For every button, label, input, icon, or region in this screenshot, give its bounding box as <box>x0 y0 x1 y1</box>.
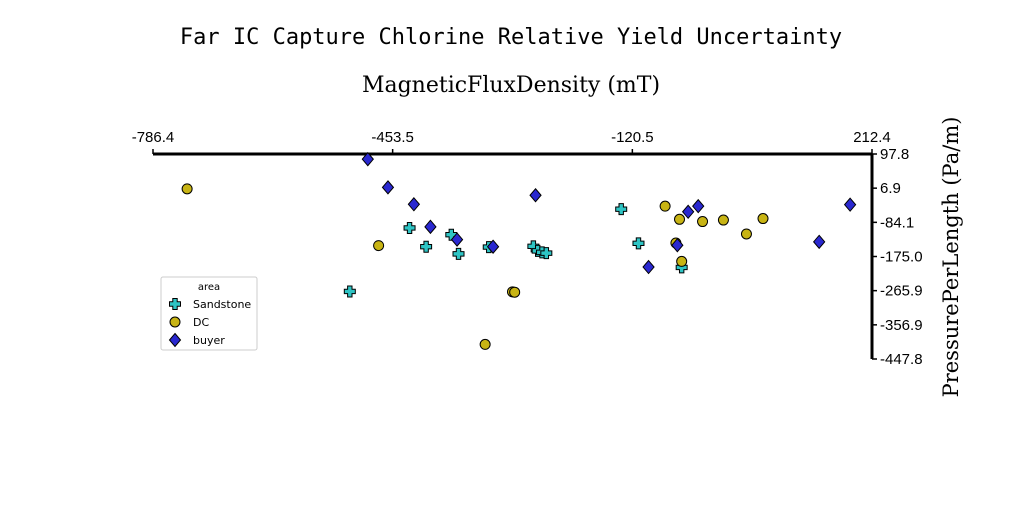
data-point-buyer <box>812 234 826 250</box>
x-tick-label: -120.5 <box>611 129 654 146</box>
data-point-sandstone <box>615 203 628 216</box>
y-axis-ticks: 97.8 6.9 -84.1 -175.0 -265.9 -356.9 -447.8 <box>872 146 923 368</box>
y-tick-label: -265.9 <box>880 283 923 300</box>
data-point-buyer <box>486 239 500 255</box>
x-tick-label: -786.4 <box>132 129 175 146</box>
legend-label-dc: DC <box>193 316 209 329</box>
data-point-sandstone <box>403 221 416 234</box>
legend-title: area <box>198 282 220 293</box>
data-point-sandstone <box>452 247 465 260</box>
data-point-dc <box>373 240 385 252</box>
data-point-buyer <box>671 237 684 253</box>
data-point-buyer <box>843 197 857 212</box>
data-point-buyer <box>407 197 421 212</box>
legend-label-buyer: buyer <box>193 334 225 347</box>
data-point-dc <box>740 228 752 240</box>
data-point-dc <box>479 338 491 350</box>
legend-marker-buyer <box>168 332 182 348</box>
data-point-buyer <box>361 151 374 167</box>
legend-marker-dc <box>169 316 181 328</box>
y-tick-label: -447.8 <box>880 351 923 368</box>
x-axis-label: MagneticFluxDensity (mT) <box>362 73 660 98</box>
data-point-buyer <box>424 219 437 235</box>
data-point-dc <box>697 216 709 228</box>
data-point-dc <box>674 213 686 225</box>
data-point-sandstone <box>343 285 356 298</box>
data-point-dc <box>659 200 671 212</box>
data-point-dc <box>509 286 521 298</box>
y-axis-label: PressurePerLength (Pa/m) <box>939 117 963 398</box>
data-point-buyer <box>681 204 695 220</box>
y-tick-label: 6.9 <box>880 180 901 197</box>
data-point-buyer <box>450 232 464 247</box>
chart-title: Far IC Capture Chlorine Relative Yield U… <box>180 25 842 50</box>
y-tick-label: -84.1 <box>880 214 914 231</box>
data-point-buyer <box>529 187 542 203</box>
data-point-buyer <box>692 198 705 214</box>
legend-marker-sandstone <box>169 298 181 310</box>
y-tick-label: -356.9 <box>880 317 923 334</box>
data-point-dc <box>717 214 729 226</box>
x-tick-label: 212.4 <box>853 129 891 146</box>
y-tick-label: 97.8 <box>880 146 909 163</box>
data-point-buyer <box>381 180 395 195</box>
data-point-dc <box>757 213 769 225</box>
data-point-sandstone <box>632 237 645 250</box>
legend: area Sandstone DC buyer <box>160 276 258 351</box>
data-points <box>181 151 857 350</box>
legend-box <box>160 276 258 351</box>
data-point-sandstone <box>420 240 433 253</box>
y-tick-label: -175.0 <box>880 249 923 266</box>
x-axis-ticks: -786.4 -453.5 -120.5 212.4 <box>132 129 891 154</box>
data-point-dc <box>181 183 193 195</box>
data-point-buyer <box>642 259 655 275</box>
data-point-sandstone <box>540 247 553 260</box>
data-point-dc <box>676 255 688 267</box>
legend-label-sandstone: Sandstone <box>193 298 251 311</box>
x-tick-label: -453.5 <box>371 129 414 146</box>
